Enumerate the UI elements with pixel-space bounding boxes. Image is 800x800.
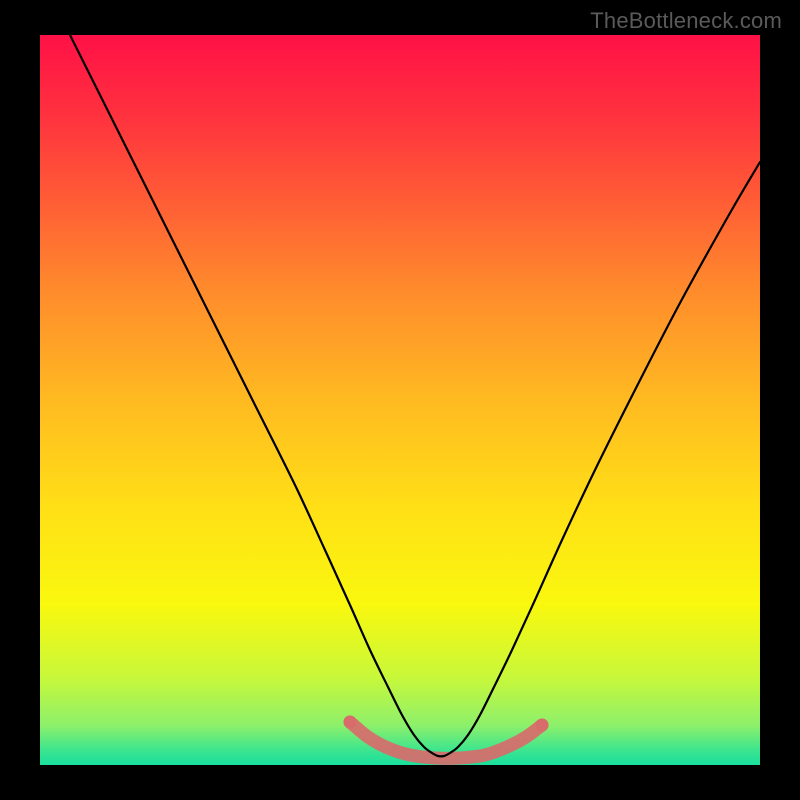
watermark-text: TheBottleneck.com [590,8,782,34]
plot-background [40,35,760,765]
chart-svg [0,0,800,800]
chart-container: TheBottleneck.com [0,0,800,800]
bottleneck-highlight-end-point [536,719,549,732]
bottleneck-highlight-start-point [344,716,357,729]
